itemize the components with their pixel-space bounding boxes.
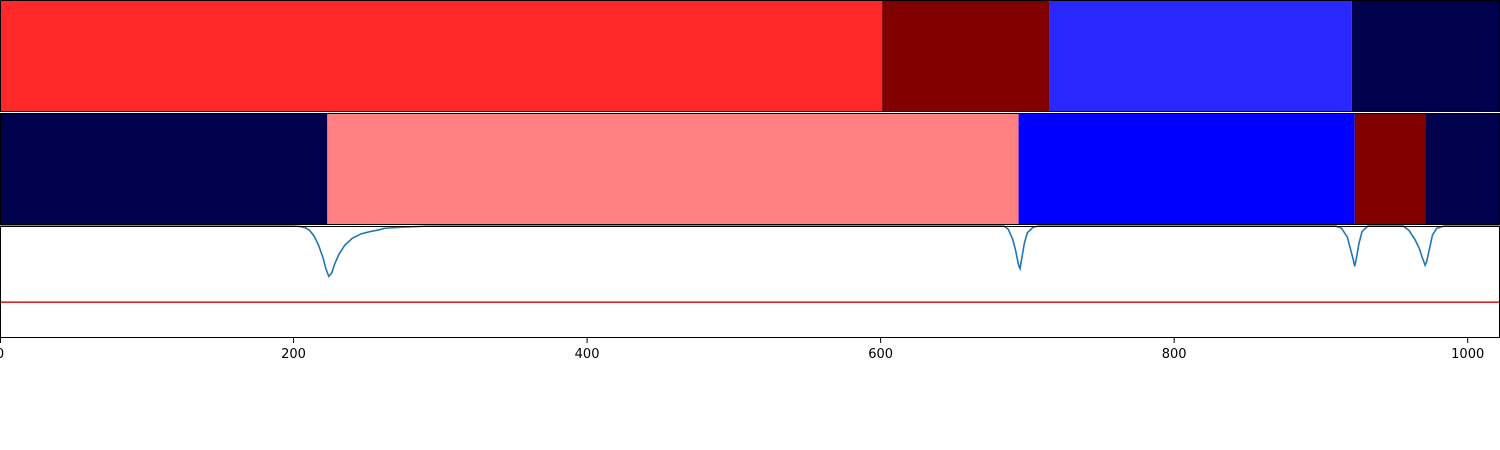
track-0-segment-0 xyxy=(0,0,883,112)
track-0-segment-3 xyxy=(1351,0,1500,112)
x-tick-label-3: 600 xyxy=(868,347,893,362)
reference-segments-track xyxy=(0,113,1500,225)
panel-frame-2 xyxy=(0,226,1500,338)
track-1-segment-1 xyxy=(327,113,1019,225)
signal-line xyxy=(0,225,1500,278)
track-1-segment-4 xyxy=(1425,113,1500,225)
track-0-segment-2 xyxy=(1049,0,1352,112)
x-tick-label-1: 200 xyxy=(281,347,306,362)
x-tick-label-2: 400 xyxy=(575,347,600,362)
x-tick-label-0: 0 xyxy=(0,347,4,362)
track-0-segment-1 xyxy=(882,0,1050,112)
x-axis: 0 200 400 600 800 1000 xyxy=(0,338,1484,362)
track-1-segment-2 xyxy=(1018,113,1355,225)
x-tick-label-4: 800 xyxy=(1162,347,1187,362)
predicted-segments-track xyxy=(0,0,1500,112)
track-1-segment-0 xyxy=(0,113,328,225)
x-tick-label-5: 1000 xyxy=(1451,347,1484,362)
boundary-signal-panel xyxy=(0,225,1500,303)
track-1-segment-3 xyxy=(1354,113,1426,225)
